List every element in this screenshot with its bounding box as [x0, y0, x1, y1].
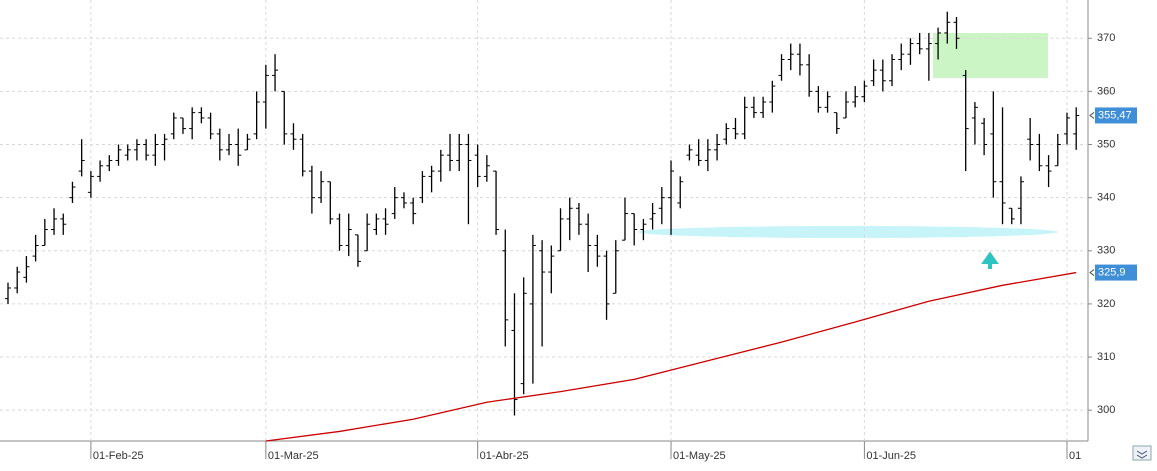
x-tick-label: 01-May-25: [673, 450, 726, 462]
last-value-pointer: [1089, 269, 1095, 276]
arrow-up: [981, 251, 999, 269]
x-tick-label: 01-Mar-25: [268, 450, 319, 462]
y-tick-label: 310: [1097, 351, 1115, 363]
scale-button[interactable]: [1132, 445, 1152, 461]
moving-average: [265, 271, 1077, 442]
y-tick-label: 370: [1097, 32, 1115, 44]
y-tick-label: 360: [1097, 85, 1115, 97]
last-value-box: [1095, 264, 1137, 281]
last-value-label: 325,9: [1098, 266, 1126, 278]
green-zone: [933, 33, 1048, 78]
x-tick-label: 01-Abr-25: [480, 450, 529, 462]
y-tick-label: 300: [1097, 404, 1115, 416]
x-tick-label: 01-Jun-25: [866, 450, 916, 462]
x-tick-label: 01-Feb-25: [93, 450, 144, 462]
last-value-pointer: [1089, 112, 1095, 119]
y-tick-label: 340: [1097, 192, 1115, 204]
last-value-label: 355,47: [1098, 109, 1132, 121]
y-tick-label: 320: [1097, 298, 1115, 310]
x-tick-label: 01: [1069, 450, 1081, 462]
y-tick-label: 350: [1097, 138, 1115, 150]
y-tick-label: 330: [1097, 245, 1115, 257]
scale-icon: [1136, 450, 1148, 459]
last-value-box: [1095, 107, 1137, 124]
support-zone: [638, 226, 1058, 238]
